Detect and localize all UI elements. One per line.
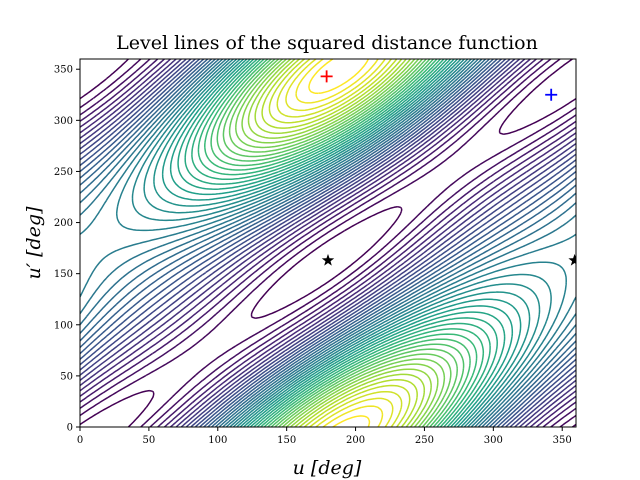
x-tick-label: 200 — [346, 435, 365, 446]
plot-frame — [79, 58, 577, 428]
contour-level-line — [80, 59, 576, 427]
x-tick-label: 100 — [208, 435, 227, 446]
y-tick-label: 300 — [54, 116, 73, 127]
contour-level-line — [161, 59, 522, 427]
contour-level-line — [80, 59, 576, 427]
x-tick-label: 0 — [77, 435, 83, 446]
x-tick-label: 350 — [553, 435, 572, 446]
contour-level-line — [153, 59, 531, 427]
contour-level-line — [241, 59, 439, 427]
star-marker — [568, 253, 576, 266]
x-tick-label: 250 — [415, 435, 434, 446]
x-tick-label: 300 — [484, 435, 503, 446]
markers — [320, 70, 576, 266]
contour-level-line — [308, 59, 371, 427]
contour-level-line — [184, 59, 498, 427]
contour-level-line — [80, 59, 576, 427]
contour-level-line — [80, 59, 576, 427]
y-tick-label: 350 — [54, 65, 73, 76]
contour-level-line — [177, 59, 506, 427]
y-tick-label: 150 — [54, 269, 73, 280]
contour-level-line — [285, 59, 394, 427]
plus-marker — [545, 88, 558, 101]
contour-level-line — [254, 59, 426, 427]
contour-level-line — [169, 59, 514, 427]
contour-level-line — [228, 59, 452, 427]
y-tick-label: 100 — [54, 320, 73, 331]
star-marker — [321, 253, 335, 266]
contour-level-line — [131, 59, 552, 427]
y-tick-label: 50 — [60, 371, 73, 382]
y-tick-label: 200 — [54, 218, 73, 229]
y-axis-label: u′ [deg] — [23, 206, 45, 280]
contour-level-line — [261, 59, 418, 427]
contour-level-line — [80, 59, 576, 427]
chart-title: Level lines of the squared distance func… — [116, 32, 538, 54]
contour-level-line — [80, 59, 576, 427]
contour-lines — [80, 59, 576, 427]
contour-level-line — [80, 59, 576, 427]
y-tick-label: 250 — [54, 167, 73, 178]
plus-marker — [320, 70, 333, 83]
contour-level-line — [235, 59, 446, 427]
contour-level-line — [295, 59, 384, 427]
contour-level-line — [276, 59, 403, 427]
x-axis: 0 50 100 150 200 250 300 350 — [77, 427, 572, 446]
x-tick-label: 50 — [143, 435, 156, 446]
y-tick-label: 0 — [67, 423, 73, 434]
x-axis-label: u [deg] — [293, 457, 362, 479]
contour-level-line — [80, 59, 576, 427]
contour-level-line — [191, 59, 491, 427]
y-axis: 0 50 100 150 200 250 300 350 — [54, 65, 80, 434]
contour-level-line — [80, 59, 576, 427]
contour-level-line — [80, 59, 576, 427]
contour-level-line — [80, 59, 576, 427]
contour-level-line — [80, 59, 576, 427]
contour-level-line — [143, 59, 541, 427]
contour-level-line — [80, 59, 576, 427]
contour-level-line — [80, 59, 576, 427]
contour-level-line — [80, 59, 576, 427]
contour-level-line — [197, 59, 485, 427]
x-tick-label: 150 — [277, 435, 296, 446]
contour-level-line — [115, 59, 567, 427]
contour-level-line — [247, 59, 432, 427]
